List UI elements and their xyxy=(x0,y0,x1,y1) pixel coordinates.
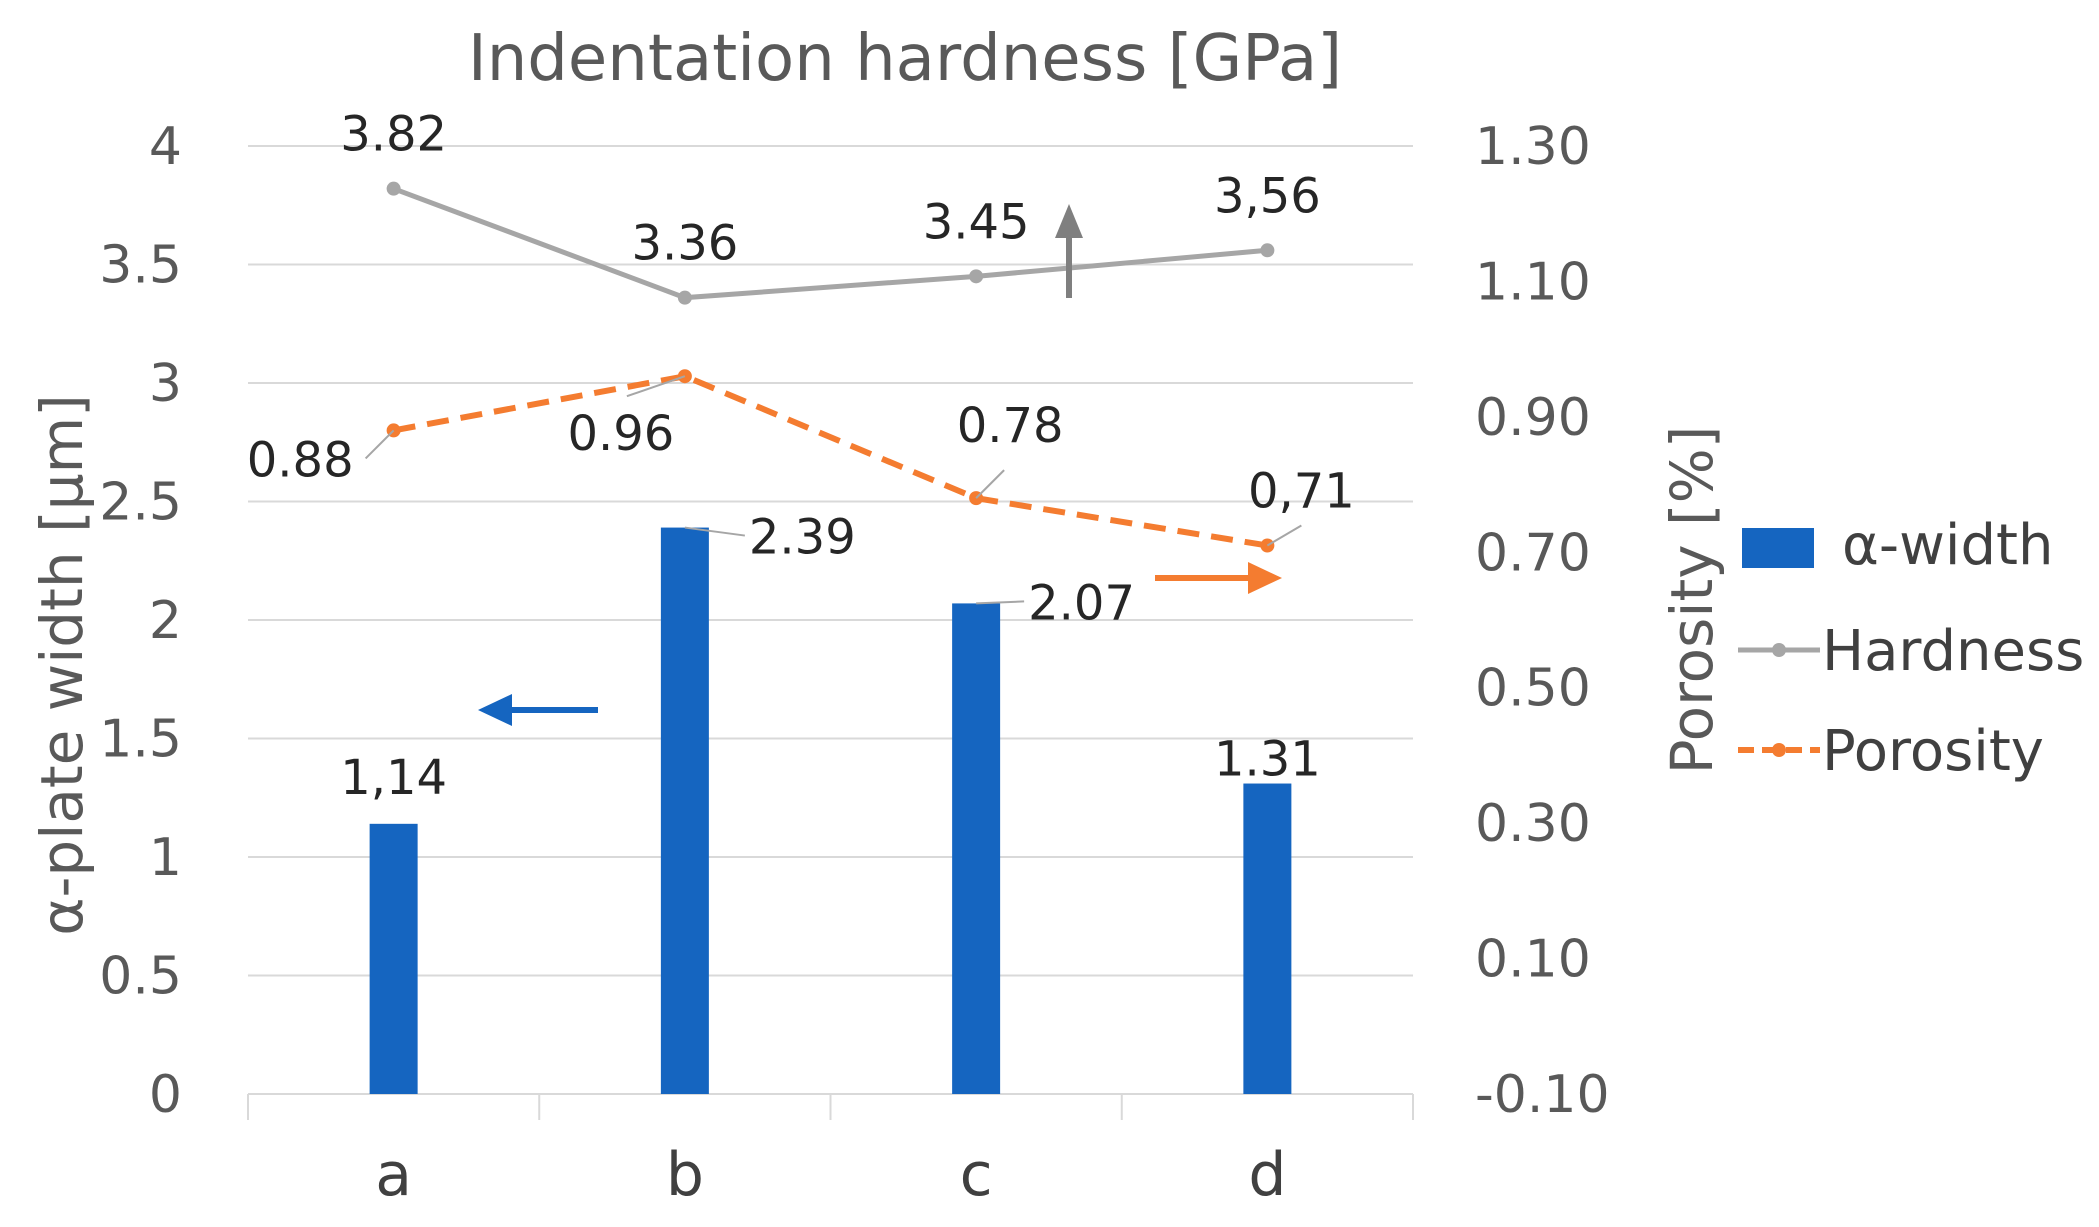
y-right-tick-label: 0.30 xyxy=(1475,794,1591,854)
hardness-marker xyxy=(1260,243,1275,258)
data-labels: 3.82 3.36 3.45 3,56 0.88 0.96 0.78 0,71 1,14 2.39… xyxy=(247,107,1355,806)
legend-marker-porosity xyxy=(1772,743,1786,757)
legend-label-porosity: Porosity xyxy=(1822,719,2044,784)
y-left-tick-label: 0 xyxy=(149,1065,182,1125)
porosity-line xyxy=(393,373,1268,549)
label-leader-line xyxy=(626,375,686,398)
y-left-tick-label: 2.5 xyxy=(99,473,182,533)
x-tick-label: a xyxy=(375,1140,412,1210)
label-leader-line xyxy=(975,469,1005,499)
axes: 0 0.5 1 1.5 2 2.5 3 3.5 4 -0.10 0.10 0.30 0.50 0.70 0.… xyxy=(28,117,1726,1210)
bar-data-label: 2.07 xyxy=(1028,575,1135,631)
y-right-tick-label: 0.50 xyxy=(1475,659,1591,719)
x-tick-label: b xyxy=(666,1140,704,1210)
bar-data-label: 1.31 xyxy=(1214,732,1321,788)
bar-data-label: 1,14 xyxy=(340,750,447,806)
legend-label-alpha-width: α-width xyxy=(1842,513,2053,578)
hardness-data-label: 3.36 xyxy=(631,216,738,272)
bar-alpha-width xyxy=(952,603,1001,1094)
hardness-data-label: 3,56 xyxy=(1214,168,1321,224)
porosity-data-label: 0.78 xyxy=(957,398,1064,454)
y-right-axis-title: Porosity [%] xyxy=(1658,426,1726,775)
x-tick-label: c xyxy=(960,1140,993,1210)
porosity-axis-arrow-head xyxy=(1248,562,1282,594)
porosity-data-label: 0,71 xyxy=(1248,464,1355,520)
y-right-tick-label: 1.30 xyxy=(1475,117,1591,177)
axis-arrows xyxy=(478,204,1282,726)
y-left-axis-title: α-plate width [μm] xyxy=(28,394,96,935)
hardness-data-label: 3.45 xyxy=(923,194,1030,250)
bars-axis-arrow-head xyxy=(478,694,512,726)
legend-swatch-alpha-width xyxy=(1742,528,1814,568)
y-right-tick-label: 0.10 xyxy=(1475,930,1591,990)
y-left-tick-label: 1 xyxy=(149,828,182,888)
hardness-marker xyxy=(677,290,692,305)
y-right-tick-label: 0.90 xyxy=(1475,388,1591,448)
hardness-data-label: 3.82 xyxy=(340,107,447,163)
legend-label-hardness: Hardness xyxy=(1822,619,2084,684)
y-right-tick-label: 0.70 xyxy=(1475,523,1591,583)
y-left-tick-label: 2 xyxy=(149,591,182,651)
y-left-tick-label: 3 xyxy=(149,354,182,414)
y-left-tick-label: 3.5 xyxy=(99,236,182,296)
hardness-axis-arrow-head xyxy=(1055,204,1083,238)
porosity-data-label: 0.88 xyxy=(247,432,354,488)
legend: α-width Hardness Porosity xyxy=(1738,513,2084,784)
y-left-tick-label: 1.5 xyxy=(99,710,182,770)
label-leader-line xyxy=(976,600,1025,605)
label-leader-line xyxy=(364,429,395,460)
y-left-tick-label: 4 xyxy=(149,117,182,177)
label-leader-line xyxy=(684,526,746,537)
y-right-tick-label: 1.10 xyxy=(1475,252,1591,312)
bar-data-label: 2.39 xyxy=(749,510,856,566)
bar-series xyxy=(369,527,1292,1094)
bar-alpha-width xyxy=(660,527,709,1094)
hardness-marker xyxy=(386,181,401,196)
chart-title: Indentation hardness [GPa] xyxy=(468,22,1342,96)
label-leader-line xyxy=(1266,524,1302,547)
gridlines xyxy=(248,145,1413,977)
hardness-marker xyxy=(969,269,984,284)
hardness-line xyxy=(392,186,1268,301)
porosity-data-label: 0.96 xyxy=(567,406,674,462)
line-series xyxy=(386,181,1275,553)
y-left-tick-label: 0.5 xyxy=(99,947,182,1007)
bar-alpha-width xyxy=(1243,783,1292,1094)
y-right-tick-label: -0.10 xyxy=(1475,1065,1610,1125)
legend-marker-hardness xyxy=(1772,643,1786,657)
x-tick-label: d xyxy=(1248,1140,1286,1210)
bar-alpha-width xyxy=(369,823,418,1094)
